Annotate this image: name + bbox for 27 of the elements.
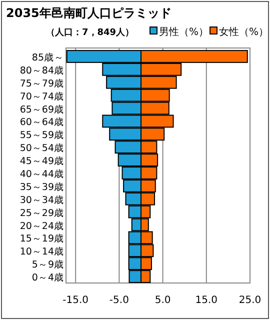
y-tick-label: 30～34歳 bbox=[20, 194, 64, 206]
y-tick-label: 35～39歳 bbox=[20, 180, 64, 193]
x-tick-label: 5.0 bbox=[154, 295, 171, 306]
y-tick-label: 0～4歳 bbox=[32, 272, 64, 284]
y-tick-label: 85歳～ bbox=[32, 51, 64, 64]
y-tick-label: 80～84歳 bbox=[20, 64, 64, 76]
y-tick-label: 60～64歳 bbox=[20, 116, 64, 128]
y-tick-label: 25～29歳 bbox=[20, 206, 64, 219]
chart-subtitle: （人口：7，849人） bbox=[46, 27, 134, 38]
y-tick-label: 50～54歳 bbox=[20, 142, 64, 154]
y-tick-label: 10～14歳 bbox=[20, 246, 64, 258]
x-tick-label: -15.0 bbox=[62, 295, 89, 306]
y-tick-label: 40～44歳 bbox=[20, 168, 64, 180]
x-tick-label: -5.0 bbox=[109, 295, 129, 306]
y-tick-label: 55～59歳 bbox=[20, 129, 64, 142]
legend-label: 女性（%） bbox=[219, 26, 269, 38]
y-tick-label: 70～74歳 bbox=[20, 90, 64, 102]
chart-title: 2035年邑南町人口ピラミッド bbox=[6, 6, 172, 20]
y-tick-label: 45～49歳 bbox=[20, 155, 64, 168]
y-tick-label: 65～69歳 bbox=[20, 103, 64, 116]
y-tick-label: 5～9歳 bbox=[32, 258, 64, 271]
y-tick-label: 15～19歳 bbox=[20, 232, 64, 245]
x-tick-label: 15.0 bbox=[195, 295, 218, 306]
legend-label: 男性（%） bbox=[159, 26, 209, 38]
y-tick-label: 75～79歳 bbox=[20, 77, 64, 90]
y-tick-label: 20～24歳 bbox=[20, 220, 64, 232]
x-tick-label: 25.0 bbox=[238, 295, 262, 306]
